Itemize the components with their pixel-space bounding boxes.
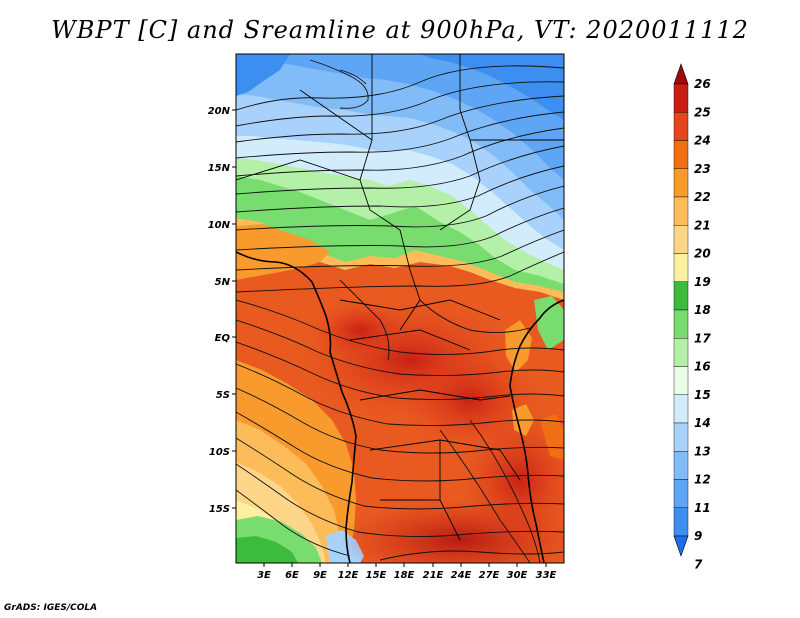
colorbar-segment xyxy=(673,507,689,537)
colorbar-segment xyxy=(673,253,689,282)
colorbar-segment xyxy=(673,451,689,480)
colorbar-label: 22 xyxy=(694,190,711,204)
lat-label-5n: 5N xyxy=(215,277,231,288)
colorbar-label: 13 xyxy=(694,444,711,458)
coastlines xyxy=(236,251,564,563)
lon-label-18e: 18E xyxy=(394,570,415,581)
colorbar-label: 23 xyxy=(694,162,711,176)
colorbar-segment xyxy=(673,422,689,452)
grads-credit: GrADS: IGES/COLA xyxy=(4,603,98,613)
colorbar-label: 17 xyxy=(694,331,711,345)
colorbar-segment xyxy=(673,281,689,311)
colorbar-segment xyxy=(673,83,689,113)
lat-label-5s: 5S xyxy=(216,390,230,401)
colorbar-label: 16 xyxy=(694,360,711,374)
colorbar-label: 11 xyxy=(694,501,711,515)
lon-label-24e: 24E xyxy=(451,570,472,581)
colorbar-label: 15 xyxy=(694,388,711,402)
lon-label-3e: 3E xyxy=(257,570,271,581)
lat-label-eq: EQ xyxy=(215,333,231,344)
colorbar-segment xyxy=(673,168,689,198)
colorbar-segment xyxy=(673,535,689,557)
lat-label-10n: 10N xyxy=(208,220,231,231)
country-borders xyxy=(236,54,564,541)
colorbar-label: 7 xyxy=(694,557,703,571)
colorbar-label: 9 xyxy=(694,529,702,543)
colorbar: 7 9 11 12 13 14 15 16 17 18 19 20 21 22 23 24 25 26 xyxy=(673,63,711,571)
colorbar-segment xyxy=(673,196,689,226)
colorbar-segment xyxy=(673,63,689,85)
colorbar-label: 24 xyxy=(694,134,711,148)
colorbar-label: 12 xyxy=(694,473,711,487)
colorbar-label: 21 xyxy=(694,218,711,232)
colorbar-segment xyxy=(673,338,689,367)
colorbar-segment xyxy=(673,394,689,424)
lon-label-9e: 9E xyxy=(313,570,327,581)
map-frame xyxy=(235,53,565,564)
colorbar-label: 26 xyxy=(694,77,711,91)
lat-label-10s: 10S xyxy=(209,447,230,458)
lon-label-15e: 15E xyxy=(366,570,387,581)
colorbar-segment xyxy=(673,366,689,395)
colorbar-segment xyxy=(673,309,689,339)
colorbar-label: 18 xyxy=(694,303,711,317)
lon-label-27e: 27E xyxy=(479,570,500,581)
colorbar-label: 19 xyxy=(694,275,711,289)
lon-label-33e: 33E xyxy=(536,570,557,581)
colorbar-label: 20 xyxy=(694,247,711,261)
longitude-axis: 3E 6E 9E 12E 15E 18E 21E 24E 27E 30E 33E xyxy=(257,563,557,581)
latitude-axis: 20N 15N 10N 5N EQ 5S 10S 15S xyxy=(208,106,236,515)
colorbar-label: 25 xyxy=(694,105,711,119)
colorbar-segment xyxy=(673,479,689,508)
lon-label-12e: 12E xyxy=(338,570,359,581)
lat-label-15s: 15S xyxy=(209,504,230,515)
colorbar-segment xyxy=(673,140,689,169)
colorbar-segment xyxy=(673,112,689,141)
colorbar-segment xyxy=(673,225,689,254)
lon-label-30e: 30E xyxy=(507,570,528,581)
chart-title: WBPT [C] and Sreamline at 900hPa, VT: 20… xyxy=(51,16,749,44)
lat-label-20n: 20N xyxy=(208,106,231,117)
lon-label-6e: 6E xyxy=(285,570,299,581)
lat-label-15n: 15N xyxy=(208,163,231,174)
lon-label-21e: 21E xyxy=(423,570,444,581)
streamlines xyxy=(236,59,564,563)
colorbar-label: 14 xyxy=(694,416,711,430)
